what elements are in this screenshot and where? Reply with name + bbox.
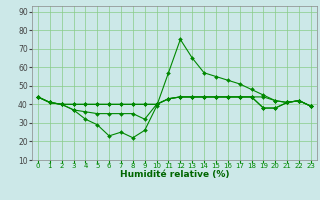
X-axis label: Humidité relative (%): Humidité relative (%) (120, 170, 229, 179)
